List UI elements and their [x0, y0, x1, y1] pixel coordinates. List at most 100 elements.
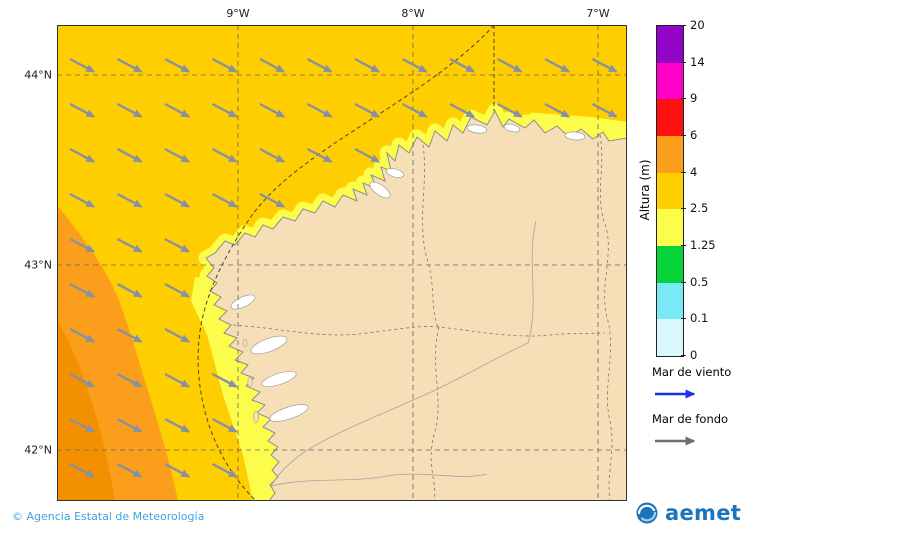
swell-arrow	[116, 462, 143, 478]
legend-swell-label: Mar de fondo	[652, 412, 729, 426]
swell-arrow	[164, 147, 191, 163]
swell-arrow	[211, 372, 238, 388]
swell-arrow	[164, 372, 191, 388]
swell-arrow	[69, 282, 96, 298]
wind-sea-arrow-icon	[655, 389, 696, 399]
copyright-link[interactable]: © Agencia Estatal de Meteorología	[12, 510, 205, 523]
colorbar-tick-labels: 20 14 9 6 4 2.5 1.25 0.5 0.1 0	[680, 18, 734, 362]
swell-arrow	[164, 417, 191, 433]
colorbar-segment	[657, 99, 683, 137]
swell-arrow	[306, 102, 333, 118]
maritime-boundary-line	[197, 25, 495, 501]
swell-arrow	[164, 327, 191, 343]
legend-wind-sea-label: Mar de viento	[652, 365, 732, 379]
colorbar-segment	[657, 209, 683, 247]
swell-arrow	[69, 57, 96, 73]
colorbar-title: Altura (m)	[638, 159, 652, 221]
swell-arrow	[116, 147, 143, 163]
swell-arrow-icon	[655, 436, 696, 446]
swell-arrow	[401, 102, 428, 118]
y-axis-label: 44°N	[24, 68, 52, 82]
swell-arrow	[69, 237, 96, 253]
swell-arrow	[259, 147, 286, 163]
swell-arrow	[69, 192, 96, 208]
colorbar-tick-label: 0	[680, 348, 698, 362]
ria-inlets	[230, 123, 586, 422]
river-line	[527, 220, 537, 344]
swell-arrow	[449, 57, 476, 73]
swell-arrow	[259, 192, 286, 208]
swell-arrow	[306, 57, 333, 73]
swell-arrow	[164, 462, 191, 478]
swell-arrow	[164, 237, 191, 253]
province-border	[599, 134, 613, 501]
river-line	[270, 342, 529, 487]
swell-arrow	[116, 282, 143, 298]
aemet-logo-text: aemet	[665, 501, 742, 525]
swell-arrow	[211, 192, 238, 208]
swell-arrow	[69, 372, 96, 388]
colorbar-tick-label: 2.5	[680, 201, 709, 216]
swell-arrow	[69, 147, 96, 163]
province-border	[232, 324, 606, 337]
swell-arrow	[116, 417, 143, 433]
colorbar-segment	[657, 319, 683, 357]
x-axis-label: 7°W	[586, 7, 610, 20]
y-axis-label: 43°N	[24, 258, 52, 272]
colorbar-segment	[657, 172, 683, 210]
swell-arrow	[69, 462, 96, 478]
swell-arrow	[591, 57, 618, 73]
swell-arrow	[259, 102, 286, 118]
colorbar	[656, 25, 684, 357]
swell-arrow	[591, 102, 618, 118]
swell-arrow	[211, 417, 238, 433]
colorbar-tick-label: 1.25	[681, 238, 716, 252]
x-axis-label: 9°W	[226, 7, 250, 20]
swell-arrow	[164, 57, 191, 73]
colorbar-tick-label: 14	[681, 54, 705, 69]
swell-arrow	[164, 192, 191, 208]
swell-arrow	[116, 372, 143, 388]
colorbar-tick-label: 0.1	[680, 311, 709, 326]
map-gridlines	[57, 25, 627, 501]
swell-arrow	[211, 147, 238, 163]
swell-arrow	[544, 57, 571, 73]
wave-height-map	[57, 25, 627, 501]
sea-region-higher-waves	[57, 320, 115, 501]
swell-arrow	[211, 102, 238, 118]
atlantic-islands	[242, 338, 259, 424]
swell-arrow	[211, 57, 238, 73]
swell-arrow	[164, 102, 191, 118]
swell-arrow	[69, 102, 96, 118]
swell-arrow	[116, 57, 143, 73]
map-frame	[57, 25, 627, 501]
x-axis-label: 8°W	[401, 7, 425, 20]
swell-arrow	[354, 147, 381, 163]
aemet-logo-icon	[636, 502, 658, 524]
swell-arrow	[116, 102, 143, 118]
swell-arrow	[116, 327, 143, 343]
swell-arrow	[259, 57, 286, 73]
map-boundaries	[197, 25, 613, 501]
province-border	[430, 326, 440, 501]
colorbar-segment	[657, 136, 683, 173]
aemet-logo[interactable]: aemet	[634, 501, 741, 525]
swell-arrow	[354, 102, 381, 118]
swell-arrow	[69, 327, 96, 343]
colorbar-tick-label: 9	[680, 91, 698, 106]
swell-arrow-field	[69, 57, 618, 478]
colorbar-segment	[657, 62, 683, 100]
swell-arrow	[211, 462, 238, 478]
swell-arrow	[449, 102, 476, 118]
y-axis-label: 42°N	[24, 443, 52, 457]
province-border	[422, 144, 439, 328]
swell-arrow	[354, 57, 381, 73]
swell-arrow	[69, 417, 96, 433]
swell-arrow	[164, 282, 191, 298]
colorbar-segment	[657, 282, 683, 320]
swell-arrow	[401, 57, 428, 73]
swell-arrow	[496, 57, 523, 73]
swell-arrow	[544, 102, 571, 118]
river-line	[270, 473, 488, 487]
